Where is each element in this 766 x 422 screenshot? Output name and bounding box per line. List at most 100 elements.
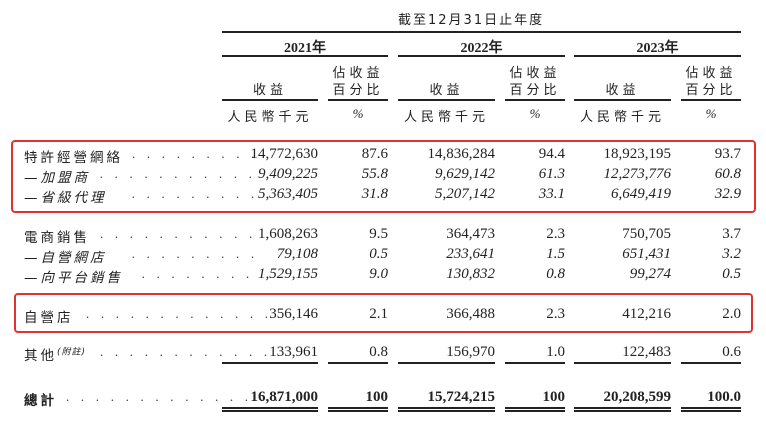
cell-2021-revenue: 5,363,405 xyxy=(258,186,318,202)
col-pct-2022-line2: 百分比 xyxy=(509,83,561,98)
col-rule xyxy=(505,99,565,101)
cell-2021-pct: 0.8 xyxy=(369,344,388,360)
total-double-rule xyxy=(505,407,565,412)
cell-2021-revenue: 16,871,000 xyxy=(250,389,319,405)
cell-2023-revenue: 20,208,599 xyxy=(603,389,672,405)
cell-2022-revenue: 130,832 xyxy=(446,266,495,282)
cell-2022-pct: 100 xyxy=(542,389,566,405)
cell-2023-revenue: 651,431 xyxy=(622,246,671,262)
unit-pct-2021: % xyxy=(352,106,364,121)
subtotal-rule xyxy=(398,362,495,364)
leader-dots: . . . . . . . . xyxy=(142,266,254,281)
cell-2022-pct: 1.5 xyxy=(546,246,565,262)
subtotal-rule xyxy=(328,362,388,364)
leader-dots: . . . . . . . . . xyxy=(132,246,259,261)
col-revenue-2023: 收益 xyxy=(605,83,640,98)
col-rule xyxy=(574,99,671,101)
cell-2021-revenue: 133,961 xyxy=(269,344,318,360)
table-row-franchisees: —加盟商 . . . . . . . . . . . 9,409,225 55.… xyxy=(0,166,766,186)
cell-2023-pct: 0.5 xyxy=(722,266,741,282)
table-row-self-operated-online-stores: —自營網店 . . . . . . . . . 79,108 0.5 233,6… xyxy=(0,246,766,266)
cell-2023-revenue: 6,649,419 xyxy=(611,186,671,202)
col-pct-2023-line1: 佔收益 xyxy=(685,66,737,81)
col-rule xyxy=(328,99,388,101)
cell-2023-revenue: 412,216 xyxy=(622,306,671,322)
total-double-rule xyxy=(398,407,495,412)
subtotal-rule xyxy=(505,362,565,364)
cell-2023-revenue: 12,273,776 xyxy=(603,166,672,182)
row-label-text: 其他 xyxy=(24,348,57,364)
table-row-platform-sales: —向平台銷售 . . . . . . . . 1,529,155 9.0 130… xyxy=(0,266,766,286)
cell-2022-revenue: 9,629,142 xyxy=(435,166,495,182)
table-row-others: 其他(附註) . . . . . . . . . . . . 133,961 0… xyxy=(0,344,766,364)
col-rule xyxy=(398,99,495,101)
col-rule xyxy=(222,99,318,101)
row-label: 自營店 xyxy=(24,310,74,326)
col-pct-2022-line1: 佔收益 xyxy=(509,66,561,81)
cell-2023-pct: 32.9 xyxy=(714,186,741,202)
year-2023-header: 2023年 xyxy=(636,41,679,56)
leader-dots: . . . . . . . . . . . xyxy=(100,226,257,241)
cell-2021-pct: 0.5 xyxy=(369,246,388,262)
cell-2023-pct: 60.8 xyxy=(714,166,741,182)
cell-2021-revenue: 1,608,263 xyxy=(258,226,318,242)
row-label: —省級代理 xyxy=(24,190,107,206)
year-2022-header: 2022年 xyxy=(460,41,503,56)
cell-2021-pct: 87.6 xyxy=(361,146,388,162)
cell-2023-pct: 100.0 xyxy=(707,389,741,405)
leader-dots: . . . . . . . . . xyxy=(132,146,259,161)
cell-2023-revenue: 18,923,195 xyxy=(603,146,672,162)
row-label: 特許經營網絡 xyxy=(24,150,123,166)
cell-2023-pct: 3.2 xyxy=(722,246,741,262)
cell-2022-pct: 33.1 xyxy=(538,186,565,202)
leader-dots: . . . . . . . . . . . . xyxy=(100,344,272,359)
table-row-total: 總計 . . . . . . . . . . . . . . . 16,871,… xyxy=(0,389,766,409)
subtotal-rule xyxy=(681,362,741,364)
cell-2022-revenue: 14,836,284 xyxy=(427,146,496,162)
cell-2022-revenue: 366,488 xyxy=(446,306,495,322)
cell-2023-pct: 93.7 xyxy=(714,146,741,162)
period-title: 截至12月31日止年度 xyxy=(398,13,545,28)
cell-2022-pct: 0.8 xyxy=(546,266,565,282)
total-double-rule xyxy=(574,407,671,412)
col-pct-2023-line2: 百分比 xyxy=(685,83,737,98)
highlight-box-self-operated xyxy=(14,293,753,333)
row-label: 電商銷售 xyxy=(24,230,90,246)
cell-2023-pct: 0.6 xyxy=(722,344,741,360)
leader-dots: . . . . . . . . . . . xyxy=(100,166,257,181)
unit-rmb-2023: 人民幣千元 xyxy=(579,110,665,125)
leader-dots: . . . . . . . . . xyxy=(132,186,259,201)
year-2021-header: 2021年 xyxy=(284,41,326,56)
cell-2021-pct: 55.8 xyxy=(361,166,388,182)
subtotal-rule xyxy=(574,362,671,364)
cell-2023-revenue: 99,274 xyxy=(629,266,671,282)
cell-2023-pct: 3.7 xyxy=(722,226,741,242)
col-pct-2021-line1: 佔收益 xyxy=(332,66,384,81)
table-row-franchise-network: 特許經營網絡 . . . . . . . . . 14,772,630 87.6… xyxy=(0,146,766,166)
year-2022-rule xyxy=(398,55,565,57)
table-row-provincial-agents: —省級代理 . . . . . . . . . 5,363,405 31.8 5… xyxy=(0,186,766,206)
cell-2021-revenue: 14,772,630 xyxy=(250,146,319,162)
cell-2021-revenue: 9,409,225 xyxy=(258,166,318,182)
cell-2021-revenue: 79,108 xyxy=(276,246,318,262)
table-row-self-operated-stores: 自營店 . . . . . . . . . . . . . 356,146 2.… xyxy=(0,306,766,326)
cell-2021-revenue: 356,146 xyxy=(269,306,318,322)
unit-rmb-2021: 人民幣千元 xyxy=(227,110,313,125)
cell-2022-pct: 2.3 xyxy=(546,226,565,242)
col-pct-2021-line2: 百分比 xyxy=(332,83,384,98)
row-label: —向平台銷售 xyxy=(24,270,123,286)
cell-2022-revenue: 364,473 xyxy=(446,226,495,242)
total-double-rule xyxy=(328,407,388,412)
table-row-ecommerce-sales: 電商銷售 . . . . . . . . . . . 1,608,263 9.5… xyxy=(0,226,766,246)
year-2021-rule xyxy=(222,55,388,57)
row-label: —自營網店 xyxy=(24,250,107,266)
leader-dots: . . . . . . . . . . . . . xyxy=(86,306,273,321)
cell-2022-pct: 61.3 xyxy=(538,166,565,182)
cell-2021-revenue: 1,529,155 xyxy=(258,266,318,282)
cell-2022-revenue: 156,970 xyxy=(446,344,495,360)
unit-pct-2022: % xyxy=(529,106,541,121)
cell-2022-revenue: 5,207,142 xyxy=(435,186,495,202)
cell-2022-pct: 1.0 xyxy=(546,344,565,360)
cell-2023-revenue: 122,483 xyxy=(622,344,671,360)
cell-2023-pct: 2.0 xyxy=(722,306,741,322)
